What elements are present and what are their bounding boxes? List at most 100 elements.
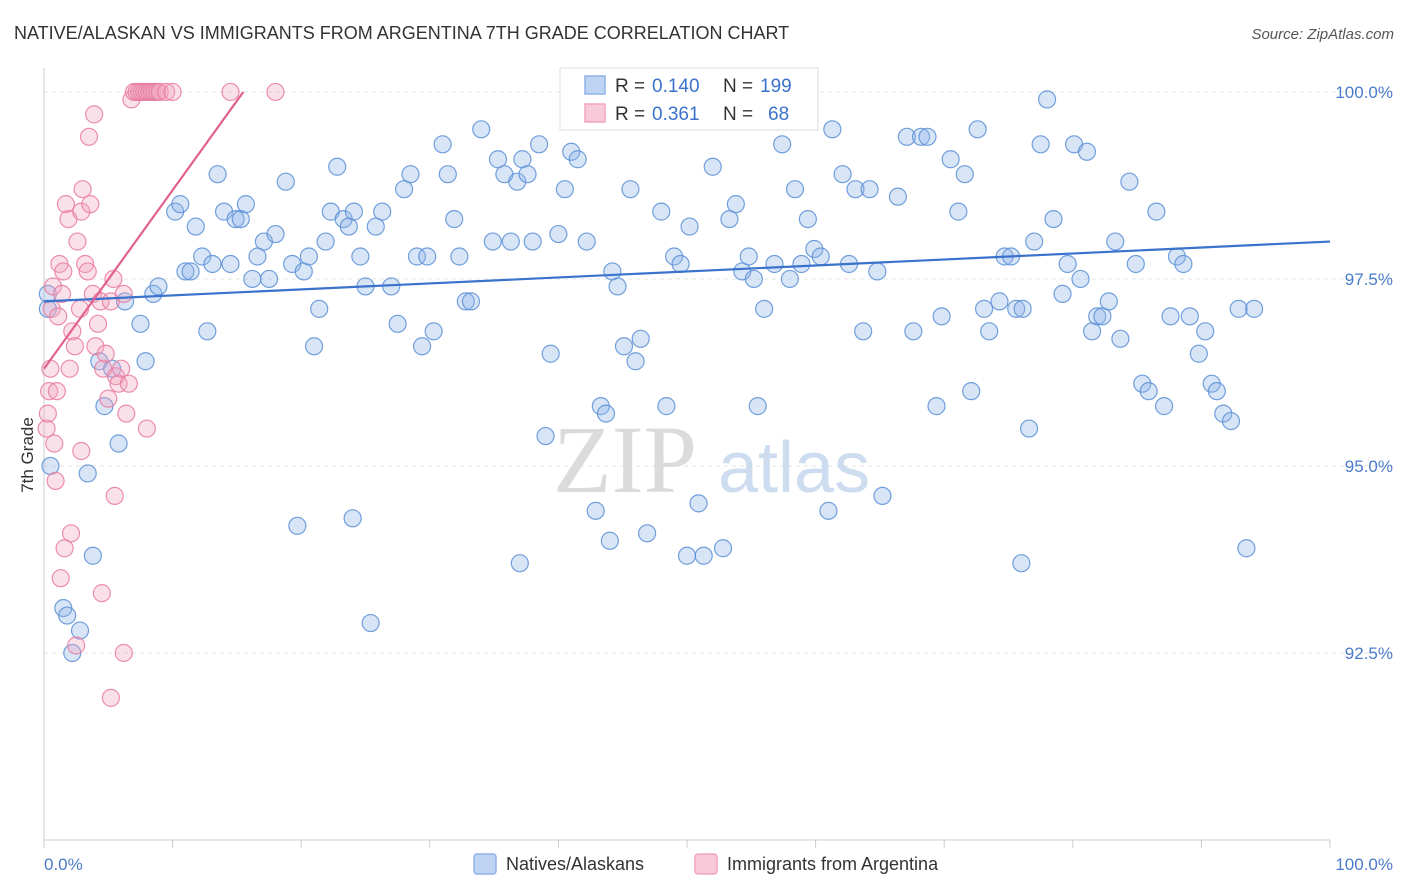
data-point xyxy=(819,501,838,520)
data-point xyxy=(541,344,560,363)
data-point xyxy=(739,247,758,266)
data-point xyxy=(1044,209,1063,229)
data-point xyxy=(193,247,212,266)
watermark-zip: ZIP xyxy=(553,406,697,513)
series-natives xyxy=(38,90,1264,663)
data-point xyxy=(55,539,74,558)
data-point xyxy=(78,262,97,281)
watermark: ZIP atlas xyxy=(553,406,870,513)
data-point xyxy=(47,382,66,401)
y-tick-label: 97.5% xyxy=(1345,270,1393,289)
stats-r-label-natives: R = xyxy=(615,76,645,97)
data-point xyxy=(78,464,97,483)
data-point xyxy=(1207,382,1226,401)
data-point xyxy=(412,337,432,356)
data-point xyxy=(868,262,887,281)
data-point xyxy=(157,82,176,102)
data-point xyxy=(638,524,657,543)
data-point xyxy=(114,643,133,663)
data-point xyxy=(1025,232,1044,251)
stats-r-natives: 0.140 xyxy=(652,76,700,97)
data-point xyxy=(860,180,879,199)
data-point xyxy=(1071,269,1090,289)
data-point xyxy=(780,269,799,289)
data-point xyxy=(1174,254,1193,274)
data-point xyxy=(798,209,817,229)
data-point xyxy=(990,292,1009,311)
data-point xyxy=(221,82,240,102)
data-point xyxy=(1221,411,1241,431)
data-point xyxy=(941,150,960,169)
stats-n-natives: 199 xyxy=(760,76,792,97)
data-point xyxy=(911,127,931,146)
data-point xyxy=(72,441,91,461)
data-point xyxy=(596,404,616,423)
data-point xyxy=(805,239,824,259)
data-point xyxy=(150,82,169,102)
data-point xyxy=(1012,554,1031,573)
data-point xyxy=(46,471,65,491)
data-point xyxy=(445,209,464,229)
data-point xyxy=(1155,397,1174,416)
data-point xyxy=(401,165,420,184)
x-tick-label-min: 0.0% xyxy=(44,855,83,874)
data-point xyxy=(67,636,86,655)
data-point xyxy=(266,224,285,244)
data-point xyxy=(932,307,951,326)
data-point xyxy=(949,202,968,221)
data-point xyxy=(1031,135,1050,154)
data-point xyxy=(88,314,108,333)
data-point xyxy=(461,292,481,311)
data-point xyxy=(608,277,627,296)
data-point xyxy=(680,217,699,236)
data-point xyxy=(418,247,437,266)
data-point xyxy=(833,165,852,184)
data-point xyxy=(577,232,596,251)
data-point xyxy=(456,292,475,311)
data-point xyxy=(203,254,222,274)
data-point xyxy=(171,195,190,214)
data-point xyxy=(811,247,830,266)
data-point xyxy=(726,195,745,214)
data-point xyxy=(40,382,59,401)
data-point xyxy=(81,195,100,214)
data-point xyxy=(631,329,650,348)
data-point xyxy=(1139,382,1158,401)
data-point xyxy=(694,546,713,565)
data-point xyxy=(276,172,295,191)
data-point xyxy=(343,509,362,528)
data-point xyxy=(76,254,95,274)
data-point xyxy=(748,397,767,416)
data-point xyxy=(137,419,156,438)
data-point xyxy=(316,232,335,251)
data-point xyxy=(85,105,104,124)
data-point xyxy=(671,254,690,274)
data-point xyxy=(361,613,380,633)
y-axis-label: 7th Grade xyxy=(18,417,37,493)
y-tick-label: 92.5% xyxy=(1345,644,1393,663)
data-point xyxy=(99,389,118,408)
stats-box: R = 0.140 N = 199 R = 0.361 N = 68 xyxy=(559,67,819,131)
data-point xyxy=(652,202,671,221)
watermark-atlas: atlas xyxy=(718,428,870,508)
data-point xyxy=(424,322,443,341)
x-tick-label-max: 100.0% xyxy=(1335,855,1393,874)
data-point xyxy=(530,135,549,154)
data-point xyxy=(1245,299,1264,318)
legend: Natives/Alaskans Immigrants from Argenti… xyxy=(473,853,939,875)
data-point xyxy=(1053,284,1072,304)
data-point xyxy=(785,180,805,199)
data-point xyxy=(117,404,136,423)
data-point xyxy=(450,247,469,266)
data-point xyxy=(54,262,73,281)
data-point xyxy=(226,209,245,229)
data-point xyxy=(328,157,347,176)
data-point xyxy=(73,180,92,199)
data-point xyxy=(472,120,491,139)
data-point xyxy=(918,127,937,146)
data-point xyxy=(621,180,640,199)
stats-n-label-natives: N = xyxy=(723,76,753,97)
data-point xyxy=(70,621,90,640)
